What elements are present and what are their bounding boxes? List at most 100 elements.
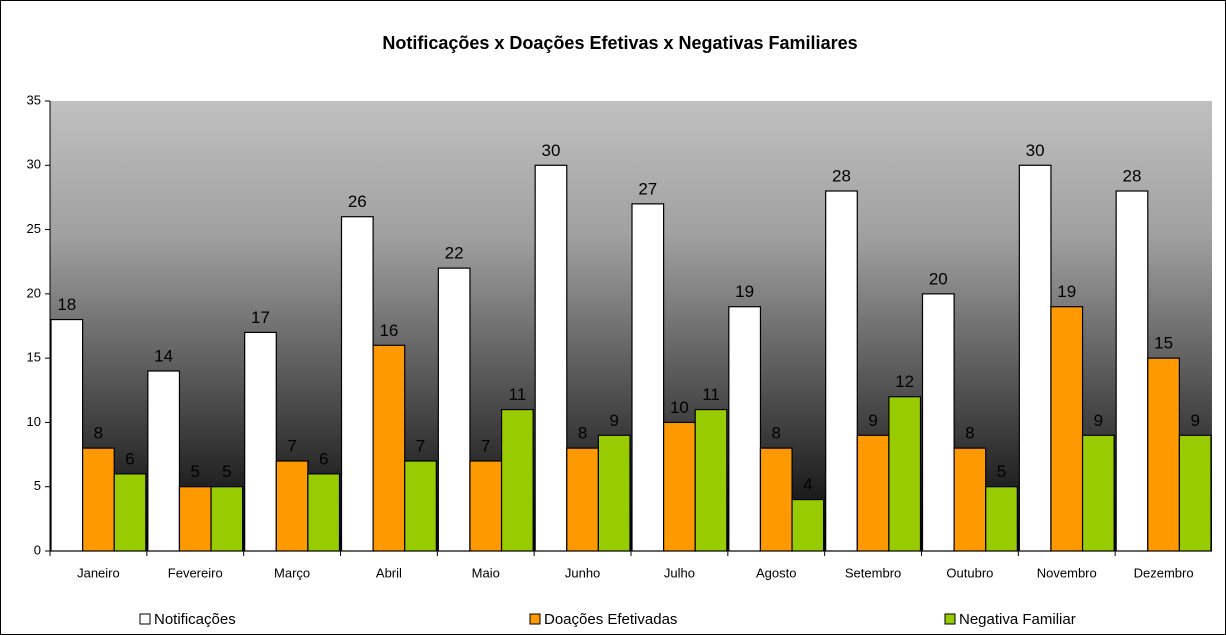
- bar: [500, 408, 534, 552]
- plot-area: [50, 101, 1212, 551]
- data-label: 8: [965, 424, 974, 443]
- x-tick-label: Julho: [664, 565, 695, 580]
- data-label: 10: [670, 398, 689, 417]
- data-label: 19: [735, 282, 754, 301]
- bar: [791, 498, 825, 552]
- data-label: 9: [1094, 411, 1103, 430]
- x-tick-label: Dezembro: [1134, 565, 1194, 580]
- data-label: 16: [379, 321, 398, 340]
- data-label: 9: [609, 411, 618, 430]
- legend-swatch: [529, 613, 541, 625]
- data-label: 14: [154, 346, 173, 365]
- chart-title: Notificações x Doações Efetivas x Negati…: [382, 33, 857, 53]
- data-label: 17: [251, 308, 270, 327]
- bar: [1147, 357, 1180, 552]
- data-label: 20: [929, 269, 948, 288]
- data-label: 8: [772, 424, 781, 443]
- data-label: 30: [542, 141, 561, 160]
- data-label: 7: [416, 436, 425, 455]
- data-label: 7: [287, 436, 296, 455]
- bar: [404, 460, 437, 552]
- data-label: 15: [1154, 334, 1173, 353]
- bar: [113, 473, 147, 552]
- legend-label: Doações Efetivadas: [544, 611, 677, 628]
- x-tick-label: Janeiro: [77, 565, 120, 580]
- y-tick-label: 5: [34, 478, 41, 493]
- bar: [663, 421, 696, 552]
- x-tick-label: Fevereiro: [168, 565, 223, 580]
- bar: [1178, 434, 1212, 552]
- data-label: 7: [481, 436, 490, 455]
- data-label: 22: [445, 244, 464, 263]
- data-label: 27: [638, 179, 657, 198]
- y-tick-label: 0: [34, 542, 41, 557]
- bar: [1115, 190, 1149, 552]
- bar: [1050, 306, 1084, 552]
- data-label: 5: [997, 462, 1006, 481]
- data-label: 26: [348, 192, 367, 211]
- bar: [178, 486, 212, 552]
- bar: [534, 164, 568, 552]
- bar: [728, 306, 762, 552]
- y-tick-label: 10: [27, 414, 41, 429]
- legend-swatch: [139, 613, 151, 625]
- bar: [825, 190, 858, 552]
- legend-label: Notificações: [154, 611, 236, 628]
- x-tick-label: Agosto: [756, 565, 796, 580]
- bar: [985, 486, 1018, 552]
- bar: [953, 447, 987, 552]
- x-tick-label: Novembro: [1037, 565, 1097, 580]
- bar: [275, 460, 309, 552]
- x-tick-label: Março: [274, 565, 310, 580]
- bar: [888, 396, 922, 552]
- x-tick-label: Junho: [565, 565, 600, 580]
- data-label: 8: [578, 424, 587, 443]
- bar: [856, 434, 890, 552]
- y-tick-label: 25: [27, 221, 41, 236]
- bar: [566, 447, 599, 552]
- data-label: 9: [868, 411, 877, 430]
- data-label: 5: [222, 462, 231, 481]
- bar: [469, 460, 503, 552]
- bar: [1081, 434, 1115, 552]
- bar: [82, 447, 115, 552]
- x-tick-label: Abril: [376, 565, 402, 580]
- data-label: 28: [1123, 166, 1142, 185]
- bar: [759, 447, 793, 552]
- data-label: 6: [125, 449, 134, 468]
- y-tick-label: 20: [27, 285, 41, 300]
- bar: [244, 331, 277, 552]
- bar: [631, 203, 665, 552]
- bar: [1018, 164, 1052, 552]
- bar: [694, 408, 728, 552]
- legend-swatch: [944, 613, 956, 625]
- legend-label: Negativa Familiar: [959, 611, 1076, 628]
- data-label: 30: [1026, 141, 1045, 160]
- data-label: 28: [832, 166, 851, 185]
- y-tick-label: 35: [27, 92, 41, 107]
- bar: [307, 473, 341, 552]
- data-label: 12: [895, 372, 914, 391]
- bar: [210, 486, 244, 552]
- x-tick-label: Maio: [472, 565, 500, 580]
- data-label: 19: [1057, 282, 1076, 301]
- bar: [147, 370, 181, 552]
- data-label: 5: [191, 462, 200, 481]
- bar: [340, 216, 374, 552]
- x-tick-label: Outubro: [946, 565, 993, 580]
- bar: [372, 344, 406, 552]
- x-tick-label: Setembro: [845, 565, 901, 580]
- y-tick-label: 15: [27, 350, 41, 365]
- data-label: 9: [1190, 411, 1199, 430]
- data-label: 4: [803, 475, 812, 494]
- data-label: 11: [509, 385, 527, 404]
- bar: [50, 318, 84, 552]
- data-label: 18: [57, 295, 76, 314]
- bar: [597, 434, 631, 552]
- data-label: 6: [319, 449, 328, 468]
- bar: [921, 293, 955, 552]
- data-label: 8: [94, 424, 103, 443]
- data-label: 11: [702, 385, 720, 404]
- bar: [437, 267, 471, 552]
